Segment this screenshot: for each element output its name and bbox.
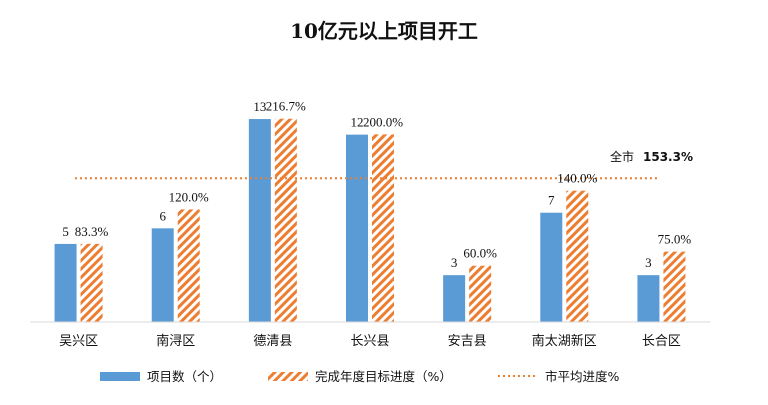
bar-progress: [663, 251, 686, 322]
bar-progress: [274, 118, 297, 322]
bar-progress: [80, 243, 103, 322]
legend-swatch-count: [100, 372, 140, 381]
bar-count: [443, 275, 466, 322]
category-label: 德清县: [253, 334, 292, 349]
count-data-label: 7: [548, 193, 555, 208]
count-data-label: 5: [62, 224, 69, 239]
count-data-label: 12: [351, 115, 364, 130]
bar-count: [346, 134, 368, 322]
legend: 项目数（个） 完成年度目标进度（%） 市平均进度%: [100, 369, 620, 384]
bar-progress: [469, 265, 492, 322]
legend-swatch-progress: [268, 372, 308, 381]
progress-data-label: 216.7%: [266, 99, 306, 114]
chart-title: 10亿元以上项目开工: [290, 19, 478, 43]
category-label: 吴兴区: [59, 334, 98, 349]
legend-label-count: 项目数（个）: [147, 369, 222, 384]
progress-data-label: 60.0%: [463, 246, 497, 261]
legend-label-average: 市平均进度%: [545, 369, 620, 384]
bar-progress: [372, 134, 394, 322]
bar-count: [637, 275, 660, 322]
bar-progress: [177, 209, 200, 322]
bars-layer: [30, 118, 710, 323]
bar-count: [151, 228, 174, 322]
progress-data-label: 83.3%: [75, 224, 109, 239]
count-data-label: 6: [159, 208, 166, 223]
legend-label-progress: 完成年度目标进度（%）: [315, 369, 452, 384]
category-label: 长兴县: [350, 334, 389, 349]
count-data-label: 13: [253, 99, 266, 114]
count-data-label: 3: [451, 255, 458, 270]
bar-progress: [566, 190, 589, 322]
category-label: 长合区: [642, 334, 681, 349]
category-label: 南太湖新区: [532, 333, 597, 349]
bar-count: [540, 212, 563, 322]
progress-data-label: 75.0%: [658, 232, 692, 247]
category-label: 南浔区: [156, 333, 195, 349]
progress-data-label: 120.0%: [169, 189, 209, 204]
city-average-label: 全市: [610, 149, 634, 164]
city-average-value: 153.3%: [643, 150, 693, 164]
progress-data-label: 200.0%: [363, 114, 403, 129]
count-data-label: 3: [645, 255, 652, 270]
bar-count: [248, 119, 271, 322]
bar-count: [54, 243, 77, 322]
reference-line-layer: 全市 153.3%: [75, 149, 693, 180]
category-label: 安吉县: [448, 334, 487, 349]
progress-data-label: 140.0%: [557, 171, 597, 186]
